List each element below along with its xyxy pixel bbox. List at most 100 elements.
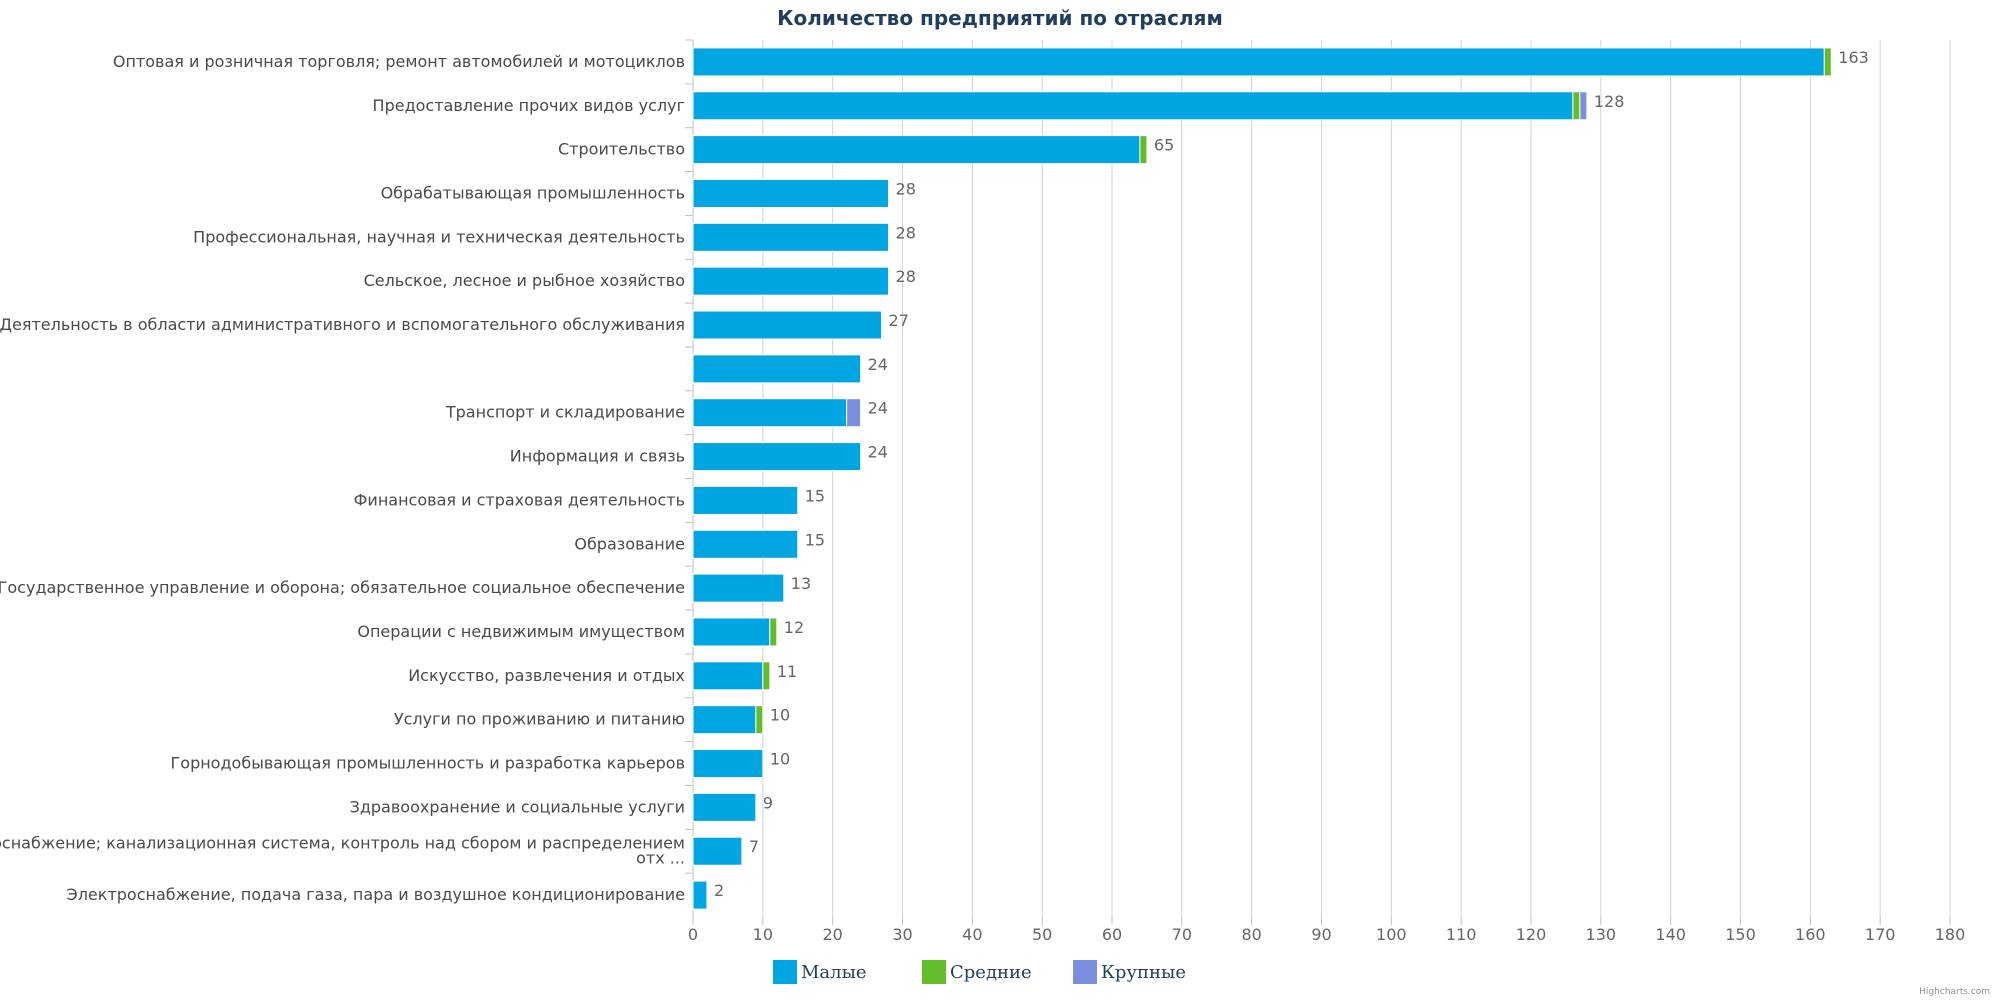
category-label: Искусство, развлечения и отдых bbox=[408, 666, 685, 685]
data-label: 12 bbox=[784, 618, 804, 637]
data-label: 24 bbox=[868, 443, 888, 462]
x-tick-label: 30 bbox=[892, 925, 912, 944]
category-label: Финансовая и страховая деятельность bbox=[354, 490, 685, 509]
data-label: 24 bbox=[868, 399, 888, 418]
x-tick-label: 170 bbox=[1865, 925, 1896, 944]
bar-segment-Малые bbox=[692, 617, 771, 647]
x-tick-label: 120 bbox=[1516, 925, 1547, 944]
data-label: 10 bbox=[770, 750, 790, 769]
category-label: Горнодобывающая промышленность и разрабо… bbox=[171, 754, 685, 773]
bar-segment-Малые bbox=[692, 222, 890, 252]
x-axis-ticks: 0 10 20 30 40 50 60 70 80 90 100 110 120 130 140 150 160… bbox=[688, 917, 1965, 944]
bar-segment-Малые bbox=[692, 836, 743, 866]
bar-segment-Малые bbox=[692, 880, 708, 910]
x-tick-label: 90 bbox=[1311, 925, 1331, 944]
category-label: Оптовая и розничная торговля; ремонт авт… bbox=[113, 52, 685, 71]
bar-segment-Малые bbox=[692, 749, 764, 779]
x-tick-label: 10 bbox=[753, 925, 773, 944]
x-tick-label: 80 bbox=[1241, 925, 1261, 944]
category-label: Деятельность в области административного… bbox=[0, 315, 685, 334]
bar-segment-Малые bbox=[692, 573, 785, 603]
legend-label: Крупные bbox=[1101, 962, 1186, 983]
bar-segment-Малые bbox=[692, 398, 848, 428]
category-label: Строительство bbox=[558, 140, 685, 159]
bar-segment-Средние bbox=[769, 617, 778, 647]
bar-segment-Средние bbox=[762, 661, 771, 691]
bar-segment-Малые bbox=[692, 47, 1825, 77]
x-tick-label: 150 bbox=[1725, 925, 1756, 944]
bar-segment-Средние bbox=[1572, 91, 1581, 121]
category-labels: Оптовая и розничная торговля; ремонт авт… bbox=[0, 39, 693, 904]
category-label: Услуги по проживанию и питанию bbox=[394, 710, 685, 729]
data-label: 10 bbox=[770, 706, 790, 725]
legend-label: Средние bbox=[950, 962, 1032, 983]
category-label: Операции с недвижимым имуществом bbox=[357, 622, 685, 641]
bar-segment-Крупные bbox=[846, 398, 862, 428]
data-label: 24 bbox=[868, 355, 888, 374]
bar-segment-Крупные bbox=[1579, 91, 1588, 121]
data-label: 13 bbox=[791, 574, 811, 593]
legend: Малые Средние Крупные bbox=[773, 960, 1186, 984]
category-label: Информация и связь bbox=[510, 447, 685, 466]
credits-text[interactable]: Highcharts.com bbox=[1919, 987, 1990, 997]
x-tick-label: 160 bbox=[1795, 925, 1826, 944]
bar-segment-Малые bbox=[692, 661, 764, 691]
data-label: 2 bbox=[714, 881, 724, 900]
data-label: 27 bbox=[889, 311, 909, 330]
x-tick-label: 0 bbox=[688, 925, 698, 944]
bar-segment-Средние bbox=[755, 705, 764, 735]
x-tick-label: 60 bbox=[1102, 925, 1122, 944]
x-tick-label: 100 bbox=[1376, 925, 1407, 944]
legend-swatch bbox=[1073, 960, 1097, 984]
x-tick-label: 20 bbox=[822, 925, 842, 944]
data-label: 163 bbox=[1838, 48, 1869, 67]
category-label: Предоставление прочих видов услуг bbox=[373, 96, 685, 115]
x-tick-label: 130 bbox=[1586, 925, 1617, 944]
category-label: отх ... bbox=[636, 849, 685, 868]
x-tick-label: 140 bbox=[1655, 925, 1686, 944]
data-label: 65 bbox=[1154, 136, 1174, 155]
x-tick-label: 50 bbox=[1032, 925, 1052, 944]
category-label: Сельское, лесное и рыбное хозяйство bbox=[364, 271, 685, 290]
x-tick-label: 110 bbox=[1446, 925, 1477, 944]
grid bbox=[692, 40, 1951, 917]
bar-segment-Малые bbox=[692, 485, 799, 515]
legend-swatch bbox=[773, 960, 797, 984]
data-label: 9 bbox=[763, 793, 773, 812]
bar-segment-Малые bbox=[692, 91, 1574, 121]
category-label: Транспорт и складирование bbox=[445, 403, 685, 422]
bar-segment-Малые bbox=[692, 792, 757, 822]
bar-segment-Малые bbox=[692, 529, 799, 559]
bar-segment-Малые bbox=[692, 354, 862, 384]
data-label: 15 bbox=[805, 486, 825, 505]
category-label: Профессиональная, научная и техническая … bbox=[193, 227, 685, 246]
data-label: 11 bbox=[777, 662, 797, 681]
x-tick-label: 180 bbox=[1935, 925, 1966, 944]
category-label: Государственное управление и оборона; об… bbox=[0, 578, 685, 597]
bar-segment-Средние bbox=[1823, 47, 1832, 77]
data-labels: 163 128 65 28 28 28 27 24 24 24 15 15 13 12 11 10 10 9 7 2 bbox=[714, 48, 1869, 900]
data-label: 28 bbox=[896, 179, 916, 198]
category-label: Здравоохранение и социальные услуги bbox=[350, 797, 685, 816]
bar-segment-Малые bbox=[692, 442, 862, 472]
data-label: 7 bbox=[749, 837, 759, 856]
bar-segment-Малые bbox=[692, 705, 757, 735]
bar-segment-Малые bbox=[692, 310, 883, 340]
x-tick-label: 40 bbox=[962, 925, 982, 944]
category-label: Образование bbox=[574, 534, 685, 553]
bars bbox=[692, 47, 1832, 910]
x-tick-label: 70 bbox=[1172, 925, 1192, 944]
category-label: Обрабатывающая промышленность bbox=[381, 183, 685, 202]
data-label: 28 bbox=[896, 267, 916, 286]
data-label: 28 bbox=[896, 223, 916, 242]
data-label: 15 bbox=[805, 530, 825, 549]
category-label: Водоснабжение; канализационная система, … bbox=[0, 834, 685, 853]
bar-segment-Малые bbox=[692, 266, 890, 296]
category-label: Электроснабжение, подача газа, пара и во… bbox=[67, 885, 685, 904]
bar-segment-Малые bbox=[692, 178, 890, 208]
bar-segment-Малые bbox=[692, 135, 1141, 165]
legend-label: Малые bbox=[801, 962, 867, 983]
chart-title: Количество предприятий по отраслям bbox=[777, 6, 1223, 30]
bar-segment-Средние bbox=[1139, 135, 1148, 165]
